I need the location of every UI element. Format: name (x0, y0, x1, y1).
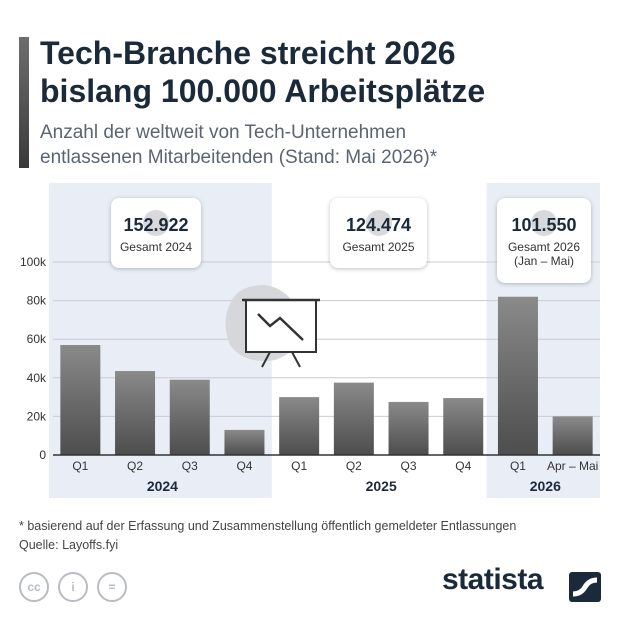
total-callout-2024: 152.922 Gesamt 2024 (111, 198, 201, 268)
y-tick-label: 100k (20, 255, 47, 269)
total-callout-2026: 101.550 Gesamt 2026 (Jan – Mai) (497, 198, 591, 283)
total-label-2024: Gesamt 2024 (119, 240, 193, 254)
group-label-2026: 2026 (530, 478, 561, 494)
total-label-2025: Gesamt 2025 (342, 240, 415, 254)
presentation-leg-right (291, 351, 301, 368)
bar-2025-Q2 (333, 382, 374, 455)
bar-2024-Q4 (224, 429, 265, 455)
subtitle-line-2: entlassenen Mitarbeitenden (Stand: Mai 2… (40, 147, 438, 168)
y-tick-label: 20k (27, 409, 47, 423)
total-label-2026: Gesamt 2026 (507, 240, 581, 254)
footnote-text: * basierend auf der Erfassung und Zusamm… (19, 519, 517, 533)
y-tick-label: 0 (39, 448, 46, 462)
x-tick-label: Q3 (182, 459, 198, 473)
callout-dot (365, 210, 392, 236)
source-text: Quelle: Layoffs.fyi (19, 538, 119, 552)
group-label-2025: 2025 (366, 478, 397, 494)
subtitle-line-1: Anzahl der weltweit von Tech-Unternehmen (40, 122, 407, 143)
y-tick-label: 80k (27, 294, 47, 308)
cc-icon[interactable]: cc (19, 572, 49, 602)
bar-2026-Apr – Mai (552, 416, 593, 455)
x-tick-label: Q3 (401, 459, 417, 473)
title-line-2: bislang 100.000 Arbeitsplätze (40, 73, 486, 109)
total-sublabel-2026: (Jan – Mai) (513, 254, 575, 268)
footnote: * basierend auf der Erfassung und Zusamm… (19, 517, 516, 555)
title-accent-bar (19, 37, 29, 168)
x-tick-label: Q4 (236, 459, 252, 473)
statista-logo-text[interactable]: statista (442, 563, 544, 596)
x-tick-label: Q1 (72, 459, 88, 473)
x-tick-label: Apr – Mai (547, 459, 598, 473)
callout-dot (143, 210, 169, 236)
chart-title: Tech-Branche streicht 2026 bislang 100.0… (40, 34, 600, 110)
bar-2024-Q3 (169, 379, 210, 455)
callout-dot (531, 210, 557, 236)
total-callout-2025: 124.474 Gesamt 2025 (330, 198, 427, 268)
bar-2026-Q1 (497, 296, 538, 455)
chart-subtitle: Anzahl der weltweit von Tech-Unternehmen… (40, 120, 600, 170)
bar-2024-Q2 (115, 371, 156, 455)
presentation-leg-left (261, 351, 271, 368)
total-value-2026: 101.550 (511, 215, 577, 235)
x-tick-label: Q4 (455, 459, 471, 473)
x-tick-label: Q1 (510, 459, 526, 473)
presentation-board (245, 299, 317, 353)
bar-2025-Q4 (443, 398, 484, 455)
total-value-2025: 124.474 (345, 215, 412, 235)
bar-2025-Q3 (388, 401, 429, 455)
group-label-2024: 2024 (147, 478, 178, 494)
total-value-2024: 152.922 (123, 215, 189, 235)
bar-2024-Q1 (60, 344, 101, 455)
x-tick-label: Q2 (127, 459, 143, 473)
bar-2025-Q1 (279, 397, 320, 455)
attribution-icon[interactable]: i (58, 572, 88, 602)
x-tick-label: Q2 (346, 459, 362, 473)
x-tick-label: Q1 (291, 459, 307, 473)
statista-logo-icon (569, 572, 601, 602)
y-tick-label: 60k (27, 332, 47, 346)
declining-trend-line (257, 313, 304, 341)
title-line-1: Tech-Branche streicht 2026 (40, 35, 456, 71)
no-derivatives-icon[interactable]: = (97, 572, 127, 602)
y-tick-label: 40k (27, 371, 47, 385)
